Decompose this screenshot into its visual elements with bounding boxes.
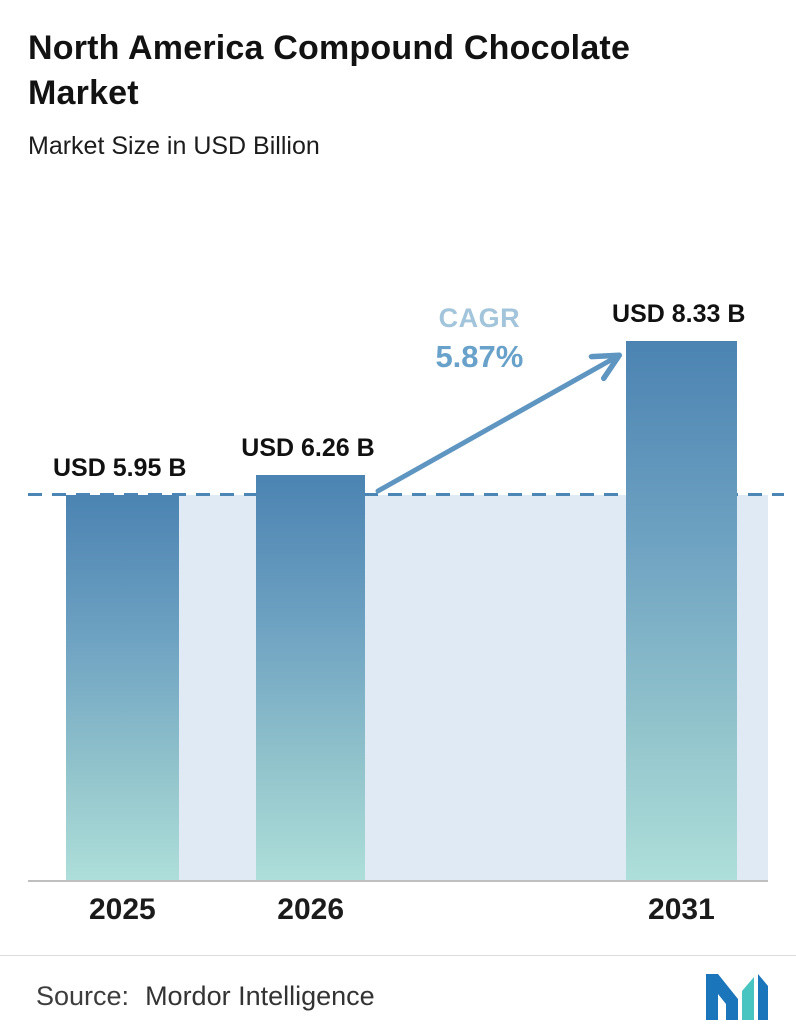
bar-value-label: USD 6.26 B bbox=[241, 433, 375, 462]
source-text: Source: Mordor Intelligence bbox=[36, 981, 375, 1012]
bar-2026 bbox=[255, 474, 366, 881]
bar-group-2026: USD 6.26 B 2026 bbox=[241, 299, 374, 926]
bar-2031 bbox=[625, 340, 737, 881]
footer: Source: Mordor Intelligence bbox=[0, 956, 796, 1020]
x-tick-label: 2025 bbox=[88, 892, 156, 926]
plot-area: CAGR 5.87% USD 5.95 B 2025 USD 6.26 B 2026 U… bbox=[28, 299, 784, 926]
chart-subtitle: Market Size in USD Billion bbox=[28, 131, 320, 160]
bar-value-label: USD 5.95 B bbox=[52, 453, 187, 482]
footer-divider bbox=[0, 954, 796, 956]
chart-header: North America Compound Chocolate Market … bbox=[0, 0, 796, 161]
x-tick-label: 2031 bbox=[648, 892, 715, 926]
cagr-value: 5.87% bbox=[435, 338, 524, 374]
x-tick-label: 2026 bbox=[277, 892, 345, 926]
chart-title: North America Compound Chocolate Market bbox=[28, 29, 631, 112]
mordor-intelligence-logo bbox=[706, 973, 768, 1020]
bar-group-2031: USD 8.33 B 2031 bbox=[612, 299, 745, 926]
bar-value-label: USD 8.33 B bbox=[612, 299, 746, 328]
baseline-dashed-line bbox=[28, 492, 784, 496]
source-label: Source: bbox=[36, 981, 130, 1012]
x-axis-line bbox=[28, 879, 768, 882]
source-value: Mordor Intelligence bbox=[145, 981, 375, 1012]
cagr-annotation: CAGR 5.87% bbox=[435, 303, 523, 375]
bar-2025 bbox=[65, 494, 179, 881]
cagr-label: CAGR bbox=[438, 302, 521, 333]
bar-group-2025: USD 5.95 B 2025 bbox=[53, 299, 186, 926]
